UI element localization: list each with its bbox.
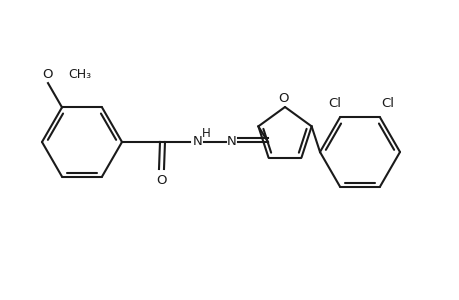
Text: N: N xyxy=(193,134,202,148)
Text: H: H xyxy=(201,127,210,140)
Text: CH₃: CH₃ xyxy=(68,68,91,81)
Text: Cl: Cl xyxy=(328,97,341,110)
Text: O: O xyxy=(157,175,167,188)
Text: N: N xyxy=(227,134,236,148)
Text: Cl: Cl xyxy=(381,97,394,110)
Text: O: O xyxy=(42,68,52,81)
Text: O: O xyxy=(278,92,289,104)
